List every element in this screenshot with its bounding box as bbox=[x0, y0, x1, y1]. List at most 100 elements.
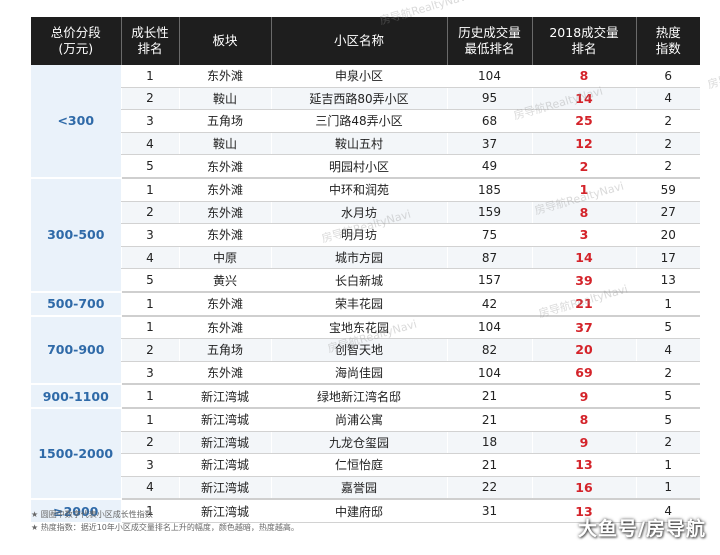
growth-rank-cell: 4 bbox=[120, 246, 179, 270]
heat-cell: 4 bbox=[635, 338, 700, 362]
community-cell: 中建府邸 bbox=[270, 498, 447, 524]
brand-logo-text: 大鱼号/房导航 bbox=[578, 518, 706, 540]
history-rank-cell: 22 bbox=[446, 476, 532, 500]
history-rank-cell: 42 bbox=[446, 290, 532, 317]
price-segment-cell: ≥2000 bbox=[31, 499, 121, 524]
district-cell: 东外滩 bbox=[178, 290, 271, 317]
growth-rank-cell: 5 bbox=[120, 154, 179, 179]
rank-2018-cell: 8 bbox=[531, 406, 636, 432]
ranking-table: 总价分段 (万元) 成长性 排名 板块 小区名称 历史成交量 最低排名 2018成交量 排名 热度指… bbox=[31, 17, 700, 524]
community-cell: 仁恒怡庭 bbox=[270, 453, 447, 477]
community-cell: 九龙仓玺园 bbox=[270, 431, 447, 455]
rank-2018-cell: 21 bbox=[531, 290, 636, 317]
header-heat-index: 热度 指数 bbox=[635, 17, 700, 65]
table-row: 900-1100 1 新江湾城 绿地新江湾名邸 21 9 5 bbox=[31, 383, 700, 409]
header-price-segment: 总价分段 (万元) bbox=[31, 17, 121, 65]
district-cell: 鞍山 bbox=[178, 87, 271, 111]
history-rank-cell: 104 bbox=[446, 65, 532, 88]
history-rank-cell: 31 bbox=[446, 498, 532, 524]
heat-cell: 2 bbox=[635, 109, 700, 133]
price-segment-cell: 500-700 bbox=[31, 291, 121, 317]
table-row: 500-700 1 东外滩 荣丰花园 42 21 1 bbox=[31, 290, 700, 317]
growth-rank-cell: 2 bbox=[120, 87, 179, 111]
history-rank-cell: 159 bbox=[446, 201, 532, 225]
price-segment-cell: 1500-2000 bbox=[31, 407, 121, 501]
community-cell: 申泉小区 bbox=[270, 65, 447, 88]
table-body: <300 1 东外滩 申泉小区 104 8 6 2 鞍山 延吉西路80弄小区 95 14 4 3 五角场 三门… bbox=[31, 65, 700, 524]
table-row: 5 东外滩 明园村小区 49 2 2 bbox=[31, 154, 700, 179]
growth-rank-cell: 1 bbox=[120, 383, 179, 409]
community-cell: 三门路48弄小区 bbox=[270, 109, 447, 133]
footnote-growth: ★ 圆圈中数字代表小区成长性指数 bbox=[31, 510, 153, 519]
growth-rank-cell: 4 bbox=[120, 132, 179, 156]
table-row: 4 新江湾城 嘉誉园 22 16 1 bbox=[31, 476, 700, 500]
heat-cell: 17 bbox=[635, 246, 700, 270]
history-rank-cell: 21 bbox=[446, 453, 532, 477]
heat-cell: 5 bbox=[635, 383, 700, 409]
heat-cell: 5 bbox=[635, 314, 700, 340]
heat-cell: 2 bbox=[635, 132, 700, 156]
history-rank-cell: 157 bbox=[446, 268, 532, 293]
history-rank-cell: 21 bbox=[446, 406, 532, 432]
history-rank-cell: 95 bbox=[446, 87, 532, 111]
growth-rank-cell: 1 bbox=[120, 406, 179, 432]
footnotes: ★ 圆圈中数字代表小区成长性指数 ★ 热度指数：据近10年小区成交量排名上升的幅… bbox=[31, 508, 299, 534]
community-cell: 长白新城 bbox=[270, 268, 447, 293]
community-cell: 中环和润苑 bbox=[270, 176, 447, 202]
header-growth-rank: 成长性 排名 bbox=[120, 17, 179, 65]
rank-2018-cell: 9 bbox=[531, 431, 636, 455]
table-row: 700-900 1 东外滩 宝地东花园 104 37 5 bbox=[31, 314, 700, 386]
growth-rank-cell: 1 bbox=[120, 176, 179, 202]
table-row: 3 东外滩 明月坊 75 3 20 bbox=[31, 223, 700, 247]
table-row: <300 1 东外滩 申泉小区 104 8 6 bbox=[31, 65, 700, 179]
district-cell: 五角场 bbox=[178, 338, 271, 362]
rank-2018-cell: 16 bbox=[531, 476, 636, 500]
heat-cell: 4 bbox=[635, 498, 700, 524]
community-cell: 明园村小区 bbox=[270, 154, 447, 179]
table-row: 2 五角场 创智天地 82 20 4 bbox=[31, 338, 700, 362]
district-cell: 中原 bbox=[178, 246, 271, 270]
header-district: 板块 bbox=[178, 17, 271, 65]
header-history-min-rank: 历史成交量 最低排名 bbox=[446, 17, 532, 65]
growth-rank-cell: 5 bbox=[120, 268, 179, 293]
growth-rank-cell: 1 bbox=[120, 290, 179, 317]
history-rank-cell: 49 bbox=[446, 154, 532, 179]
history-rank-cell: 68 bbox=[446, 109, 532, 133]
history-rank-cell: 104 bbox=[446, 314, 532, 340]
history-rank-cell: 87 bbox=[446, 246, 532, 270]
rank-2018-cell: 25 bbox=[531, 109, 636, 133]
table-header-row: 总价分段 (万元) 成长性 排名 板块 小区名称 历史成交量 最低排名 2018成交量 排名 热度指… bbox=[31, 17, 700, 65]
watermark: 房导航RealtyNavi bbox=[706, 53, 720, 92]
rank-2018-cell: 13 bbox=[531, 453, 636, 477]
rank-2018-cell: 8 bbox=[531, 201, 636, 225]
heat-cell: 2 bbox=[635, 361, 700, 385]
heat-cell: 6 bbox=[635, 65, 700, 88]
rank-2018-cell: 9 bbox=[531, 383, 636, 409]
heat-cell: 1 bbox=[635, 476, 700, 500]
growth-rank-cell: 1 bbox=[120, 498, 179, 524]
growth-rank-cell: 3 bbox=[120, 361, 179, 385]
district-cell: 东外滩 bbox=[178, 176, 271, 202]
header-rank-2018: 2018成交量 排名 bbox=[531, 17, 636, 65]
price-segment-cell: 900-1100 bbox=[31, 384, 121, 409]
district-cell: 五角场 bbox=[178, 109, 271, 133]
heat-cell: 20 bbox=[635, 223, 700, 247]
history-rank-cell: 75 bbox=[446, 223, 532, 247]
header-community-name: 小区名称 bbox=[270, 17, 447, 65]
rank-2018-cell: 13 bbox=[531, 498, 636, 524]
rank-2018-cell: 39 bbox=[531, 268, 636, 293]
heat-cell: 13 bbox=[635, 268, 700, 293]
heat-cell: 1 bbox=[635, 290, 700, 317]
community-cell: 绿地新江湾名邸 bbox=[270, 383, 447, 409]
rank-2018-cell: 37 bbox=[531, 314, 636, 340]
table-row: 3 新江湾城 仁恒怡庭 21 13 1 bbox=[31, 453, 700, 477]
community-cell: 海尚佳园 bbox=[270, 361, 447, 385]
rank-2018-cell: 14 bbox=[531, 87, 636, 111]
district-cell: 黄兴 bbox=[178, 268, 271, 293]
district-cell: 东外滩 bbox=[178, 314, 271, 340]
community-cell: 嘉誉园 bbox=[270, 476, 447, 500]
growth-rank-cell: 1 bbox=[120, 314, 179, 340]
rank-2018-cell: 3 bbox=[531, 223, 636, 247]
district-cell: 新江湾城 bbox=[178, 406, 271, 432]
price-segment-cell: 300-500 bbox=[31, 177, 121, 293]
